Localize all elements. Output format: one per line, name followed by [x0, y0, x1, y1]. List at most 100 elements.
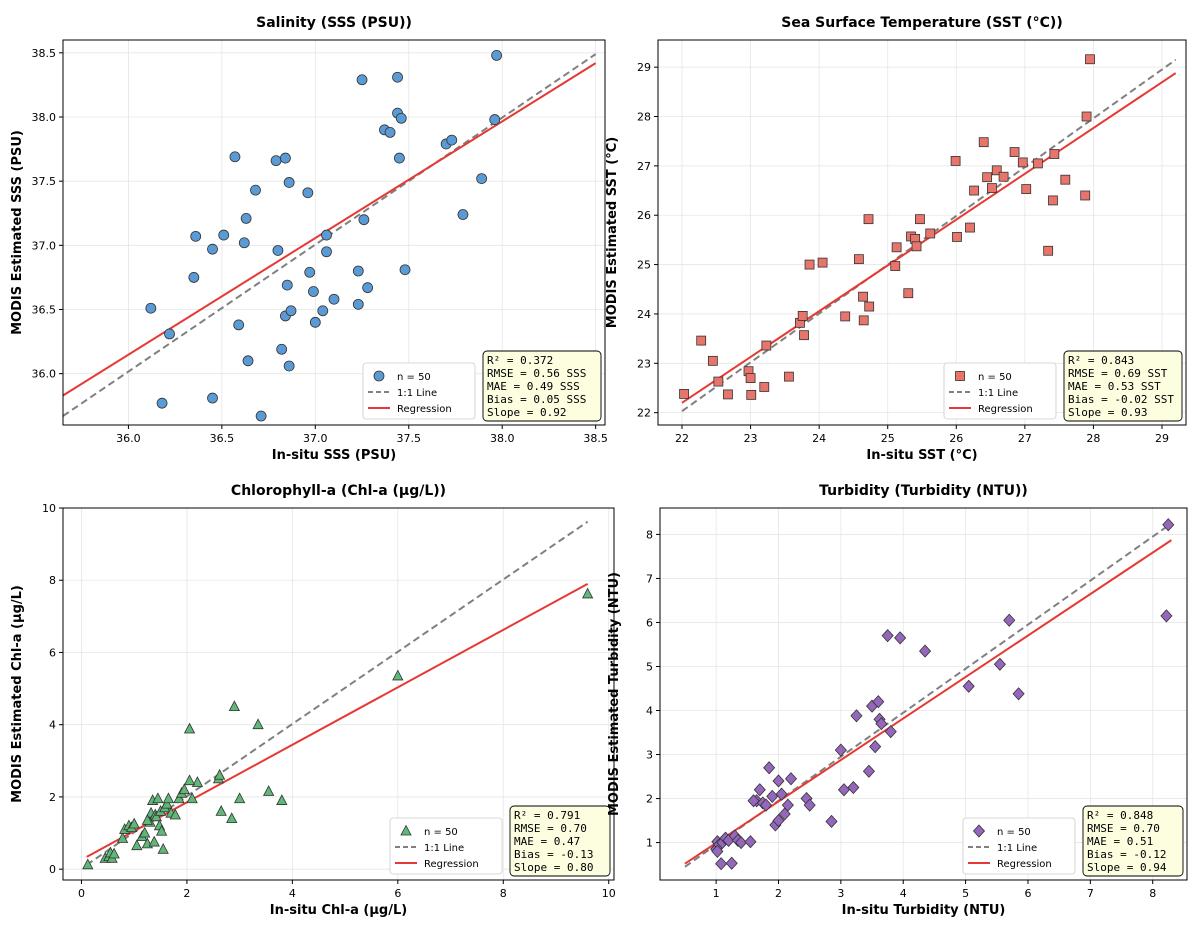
x-tick-label: 36.5 — [210, 432, 235, 445]
y-tick-label: 0 — [49, 863, 56, 876]
data-point — [1060, 174, 1071, 185]
x-tick-label: 29 — [1155, 432, 1169, 445]
data-point — [679, 389, 689, 399]
y-tick-label: 1 — [646, 837, 653, 850]
x-tick-label: 6 — [1024, 887, 1031, 900]
data-point — [281, 279, 293, 291]
legend-label-points: n = 50 — [978, 372, 1012, 383]
data-point — [215, 805, 227, 816]
stats-line: MAE = 0.53 SST — [1068, 380, 1161, 393]
legend-label-one-to-one: 1:1 Line — [997, 843, 1037, 854]
data-point — [399, 264, 411, 276]
stats-line: Bias = 0.05 SSS — [487, 393, 586, 406]
data-point — [825, 814, 838, 829]
data-point — [781, 798, 794, 812]
stats-line: RMSE = 0.70 — [514, 822, 587, 835]
data-point — [157, 842, 169, 854]
y-tick-label: 38.0 — [32, 111, 57, 124]
data-point — [233, 792, 246, 804]
data-point — [925, 228, 936, 239]
data-point — [1085, 54, 1095, 65]
stats-box — [1082, 805, 1184, 877]
data-point — [761, 340, 772, 351]
data-point — [766, 789, 779, 803]
data-point — [707, 355, 718, 366]
data-point — [759, 798, 773, 812]
data-point — [128, 817, 140, 829]
legend-label-points: n = 50 — [424, 827, 458, 838]
stats-line: Slope = 0.92 — [487, 406, 566, 419]
data-point — [952, 232, 962, 242]
data-point — [746, 389, 757, 400]
y-tick-label: 27 — [637, 160, 651, 173]
data-point — [362, 282, 374, 294]
x-tick-label: 26 — [949, 432, 963, 445]
stats-line: R² = 0.843 — [1068, 354, 1134, 367]
y-tick-label: 5 — [646, 660, 653, 673]
data-point — [139, 826, 151, 838]
data-point — [164, 328, 175, 340]
data-point — [317, 305, 329, 317]
data-point — [850, 709, 863, 723]
data-point — [186, 792, 198, 804]
data-point — [1049, 149, 1060, 159]
data-point — [991, 165, 1002, 176]
y-axis-label: MODIS Estimated Turbidity (NTU) — [607, 572, 622, 816]
data-point — [919, 644, 932, 658]
x-tick-label: 2 — [775, 887, 782, 900]
data-point — [998, 171, 1009, 182]
data-point — [252, 718, 264, 730]
data-point — [395, 112, 407, 124]
data-point — [169, 808, 181, 820]
data-point — [242, 355, 254, 367]
legend-label-regression: Regression — [397, 404, 452, 415]
data-point — [863, 214, 874, 225]
data-point — [226, 812, 238, 824]
x-tick-label: 10 — [602, 887, 616, 900]
stats-line: R² = 0.791 — [514, 809, 580, 822]
data-point — [1081, 111, 1092, 122]
x-tick-label: 37.5 — [397, 432, 422, 445]
y-tick-label: 25 — [637, 259, 651, 272]
data-point — [862, 764, 875, 778]
data-point — [250, 184, 261, 196]
y-tick-label: 3 — [646, 749, 653, 762]
chart-title: Chlorophyll-a (Chl-a (μg/L)) — [231, 483, 446, 499]
x-tick-label: 7 — [1087, 887, 1094, 900]
y-axis-label: MODIS Estimated Chl-a (μg/L) — [10, 585, 25, 803]
data-point — [446, 134, 458, 146]
plot-frame — [62, 507, 615, 881]
data-point — [711, 844, 724, 858]
data-point — [1080, 190, 1091, 201]
data-point — [911, 241, 922, 252]
stats-line: RMSE = 0.56 SSS — [487, 367, 586, 380]
data-point — [1162, 518, 1175, 532]
stats-line: MAE = 0.47 — [514, 835, 580, 848]
data-point — [915, 214, 925, 225]
x-tick-label: 37.0 — [303, 432, 328, 445]
data-point — [854, 254, 864, 265]
data-point — [581, 587, 594, 599]
data-point — [1012, 687, 1025, 701]
y-tick-label: 6 — [646, 616, 653, 629]
data-point — [352, 265, 364, 277]
legend-marker — [972, 824, 986, 838]
stats-line: MAE = 0.49 SSS — [487, 380, 580, 393]
data-point — [207, 243, 218, 255]
data-point — [772, 813, 785, 828]
y-tick-label: 2 — [646, 793, 653, 806]
data-point — [799, 330, 809, 341]
stats-line: R² = 0.848 — [1087, 809, 1153, 822]
x-tick-label: 22 — [675, 432, 689, 445]
data-layer — [63, 50, 597, 422]
data-point — [890, 261, 901, 271]
data-point — [384, 126, 396, 138]
x-axis-label: In-situ Turbidity (NTU) — [842, 903, 1006, 918]
y-tick-label: 26 — [637, 209, 651, 222]
data-point — [747, 794, 760, 808]
data-point — [763, 761, 776, 775]
data-point — [155, 824, 168, 836]
data-point — [696, 335, 707, 346]
data-point — [847, 780, 860, 795]
stats-line: Slope = 0.80 — [514, 861, 593, 874]
